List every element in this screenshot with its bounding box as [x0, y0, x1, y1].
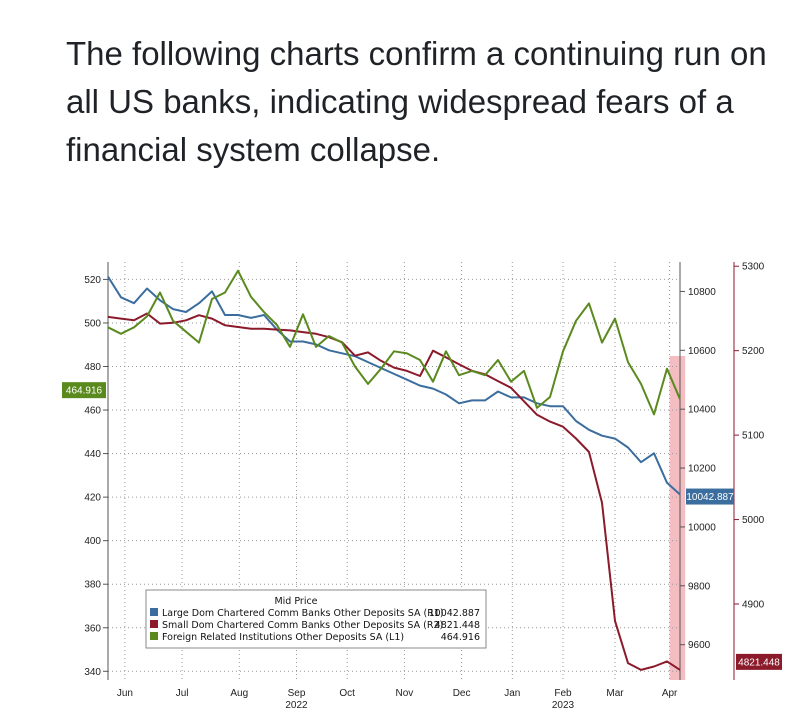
legend-label: Foreign Related Institutions Other Depos…: [162, 632, 404, 643]
left-tick-label: 440: [84, 449, 101, 460]
legend-swatch: [150, 620, 158, 628]
highlight-region: [669, 356, 686, 680]
right1-tick-label: 10600: [688, 346, 716, 357]
legend-swatch: [150, 632, 158, 640]
x-tick-label: Jan: [504, 688, 520, 699]
series-foreign-line: [107, 269, 681, 416]
red-last-value-text: 4821.448: [738, 657, 780, 668]
green-last-value-bg: [62, 382, 106, 399]
headline: The following charts confirm a continuin…: [66, 35, 767, 168]
right2-tick-label: 5300: [742, 262, 765, 273]
left-tick-label: 500: [84, 318, 101, 329]
series-large-banks-line: [107, 276, 681, 496]
right1-tick-label: 9800: [688, 581, 711, 592]
blue-last-value-bg: [686, 488, 734, 505]
left-tick-label: 520: [84, 275, 101, 286]
x-tick-label: Nov: [396, 688, 414, 699]
left-tick-label: 360: [84, 623, 101, 634]
x-tick-label: Aug: [230, 688, 248, 699]
legend-title: Mid Price: [274, 596, 317, 607]
left-tick-label: 460: [84, 406, 101, 417]
right2-tick-label: 5200: [742, 346, 765, 357]
legend-value: 4821.448: [435, 620, 480, 631]
right1-tick-label: 9600: [688, 640, 711, 651]
axes: [103, 262, 739, 680]
green-last-value: 464.916: [62, 382, 106, 399]
blue-last-value-text: 10042.887: [686, 492, 734, 503]
left-tick-label: 400: [84, 536, 101, 547]
legend-value: 10042.887: [429, 608, 480, 619]
legend-value: 464.916: [441, 632, 480, 643]
x-tick-label: Jul: [176, 688, 189, 699]
red-last-value-bg: [736, 653, 782, 670]
green-last-value-text: 464.916: [66, 386, 103, 397]
x-tick-label: Apr: [662, 688, 678, 699]
series-small-banks-line: [107, 312, 681, 671]
left-tick-label: 480: [84, 362, 101, 373]
right1-tick-label: 10800: [688, 287, 716, 298]
x-tick-label: Sep: [288, 688, 306, 699]
left-tick-label: 420: [84, 493, 101, 504]
x-tick-label: Feb: [554, 688, 572, 699]
red-last-value: 4821.448: [736, 653, 782, 670]
x-tick-label: Oct: [339, 688, 355, 699]
highlight-band: [669, 356, 686, 680]
left-tick-label: 340: [84, 667, 101, 678]
legend-box: [145, 589, 487, 649]
legend-label: Small Dom Chartered Comm Banks Other Dep…: [162, 620, 443, 631]
series-lines: [107, 269, 681, 671]
right2-tick-label: 5100: [742, 431, 765, 442]
x-tick-label: Jun: [117, 688, 133, 699]
left-tick-label: 380: [84, 580, 101, 591]
right1-tick-label: 10000: [688, 522, 716, 533]
legend-swatch: [150, 608, 158, 616]
x-tick-label: Dec: [453, 688, 471, 699]
right1-tick-label: 10200: [688, 464, 716, 475]
x-tick-label: Mar: [606, 688, 624, 699]
right2-tick-label: 5000: [742, 515, 765, 526]
x-year-label: 2022: [285, 700, 308, 711]
right2-tick-label: 4900: [742, 600, 765, 611]
right1-tick-label: 10400: [688, 405, 716, 416]
tick-labels: Jun Jul Aug Sep Oct Nov Dec Jan Feb Mar Apr 2022 202…: [84, 262, 764, 711]
legend-label: Large Dom Chartered Comm Banks Other Dep…: [162, 608, 444, 619]
blue-last-value: 10042.887: [686, 488, 734, 505]
x-year-label: 2023: [552, 700, 575, 711]
